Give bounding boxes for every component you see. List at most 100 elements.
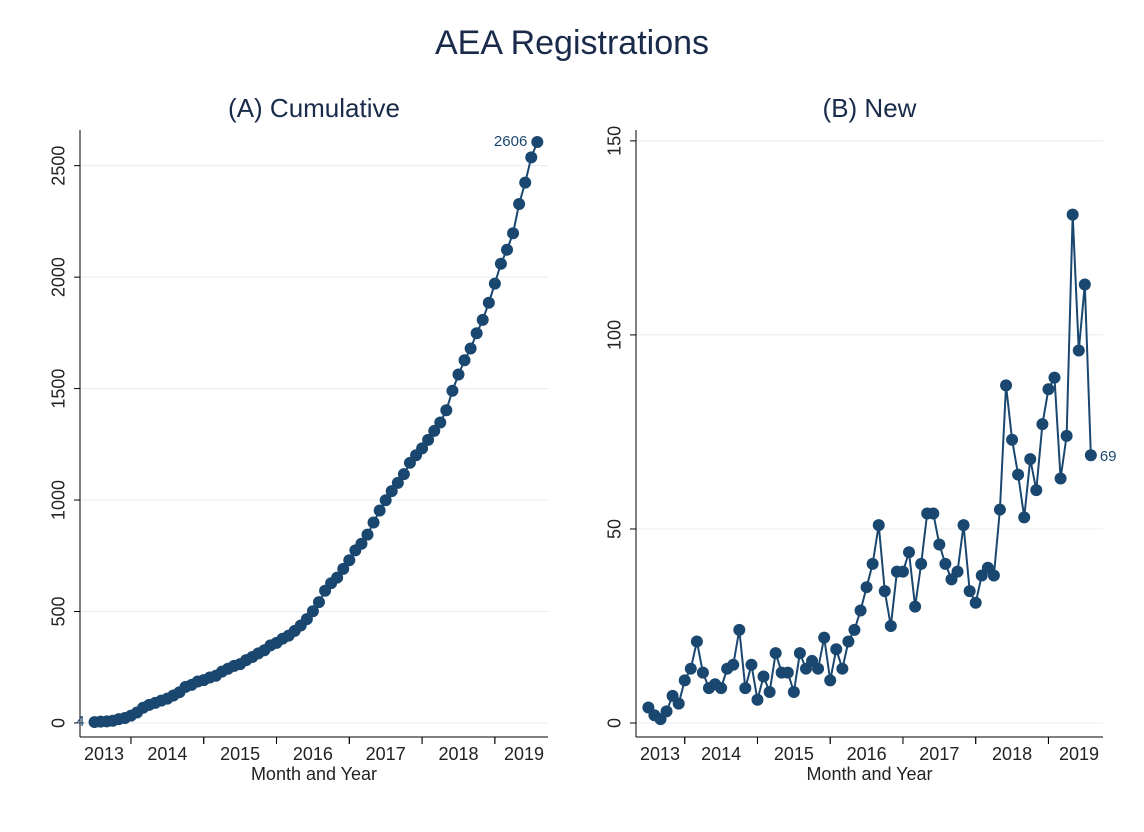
x-tick-label: 2018 (438, 744, 478, 764)
point (854, 604, 867, 617)
point (842, 635, 855, 648)
data-label: 69 (1100, 448, 1117, 465)
point (1030, 484, 1043, 497)
point (715, 682, 728, 695)
point (458, 354, 471, 367)
point (957, 519, 970, 532)
point (660, 705, 673, 718)
point (306, 605, 319, 618)
point (1000, 379, 1013, 392)
point (452, 368, 465, 381)
point (446, 384, 459, 397)
y-tick-label: 0 (49, 718, 69, 728)
point (812, 662, 825, 675)
point (1018, 511, 1031, 524)
point (1054, 472, 1067, 485)
y-tick-label: 1500 (49, 369, 69, 409)
point (745, 658, 758, 671)
point (909, 600, 922, 613)
point (733, 623, 746, 636)
point (836, 662, 849, 675)
point (818, 631, 831, 644)
point (933, 538, 946, 551)
y-tick-label: 0 (605, 718, 625, 728)
point (757, 670, 770, 683)
point (1036, 418, 1049, 431)
x-tick-label: 2018 (992, 744, 1032, 764)
point (696, 666, 709, 679)
point (963, 585, 976, 598)
point (1060, 429, 1073, 442)
point (385, 485, 398, 498)
point (672, 697, 685, 710)
point (355, 537, 368, 550)
point (684, 662, 697, 675)
x-axis-label: Month and Year (251, 764, 377, 784)
point (1042, 383, 1055, 396)
point (987, 569, 1000, 582)
x-tick-label: 2014 (701, 744, 741, 764)
x-tick-label: 2017 (919, 744, 959, 764)
point (507, 227, 520, 240)
point (902, 546, 915, 559)
data-label: 2606 (494, 133, 527, 150)
point (361, 528, 374, 541)
x-tick-label: 2016 (293, 744, 333, 764)
point (397, 468, 410, 481)
point (519, 176, 532, 189)
point (312, 596, 325, 609)
data-label: 4 (76, 713, 84, 730)
point (878, 585, 891, 598)
point (1072, 344, 1085, 357)
point (482, 296, 495, 309)
point (343, 554, 356, 567)
point (331, 571, 344, 584)
y-tick-label: 50 (605, 519, 625, 539)
point (373, 504, 386, 517)
point (513, 198, 526, 211)
y-tick-label: 2500 (49, 146, 69, 186)
x-tick-label: 2016 (847, 744, 887, 764)
point (969, 596, 982, 609)
point (830, 643, 843, 656)
x-tick-label: 2019 (504, 744, 544, 764)
point (367, 516, 380, 529)
point (531, 136, 544, 149)
x-tick-label: 2013 (640, 744, 680, 764)
x-tick-label: 2015 (220, 744, 260, 764)
point (763, 685, 776, 698)
panel-title: (B) New (823, 93, 917, 123)
point (488, 277, 501, 290)
point (787, 685, 800, 698)
y-tick-label: 150 (605, 126, 625, 156)
point (422, 433, 435, 446)
point (751, 693, 764, 706)
panel-title: (A) Cumulative (228, 93, 400, 123)
point (501, 243, 514, 256)
point (1078, 278, 1091, 291)
x-tick-label: 2017 (366, 744, 406, 764)
point (1006, 433, 1019, 446)
point (494, 257, 507, 270)
y-tick-label: 100 (605, 320, 625, 350)
figure-title: AEA Registrations (435, 24, 709, 62)
point (781, 666, 794, 679)
x-axis-label: Month and Year (806, 764, 932, 784)
point (476, 313, 489, 326)
point (927, 507, 940, 520)
point (525, 151, 538, 164)
point (872, 519, 885, 532)
point (434, 416, 447, 429)
point (1012, 468, 1025, 481)
point (470, 327, 483, 340)
y-tick-label: 500 (49, 596, 69, 626)
point (440, 404, 453, 417)
point (860, 581, 873, 594)
x-tick-label: 2015 (774, 744, 814, 764)
point (391, 476, 404, 489)
x-tick-label: 2014 (147, 744, 187, 764)
x-tick-label: 2013 (84, 744, 124, 764)
point (915, 557, 928, 570)
